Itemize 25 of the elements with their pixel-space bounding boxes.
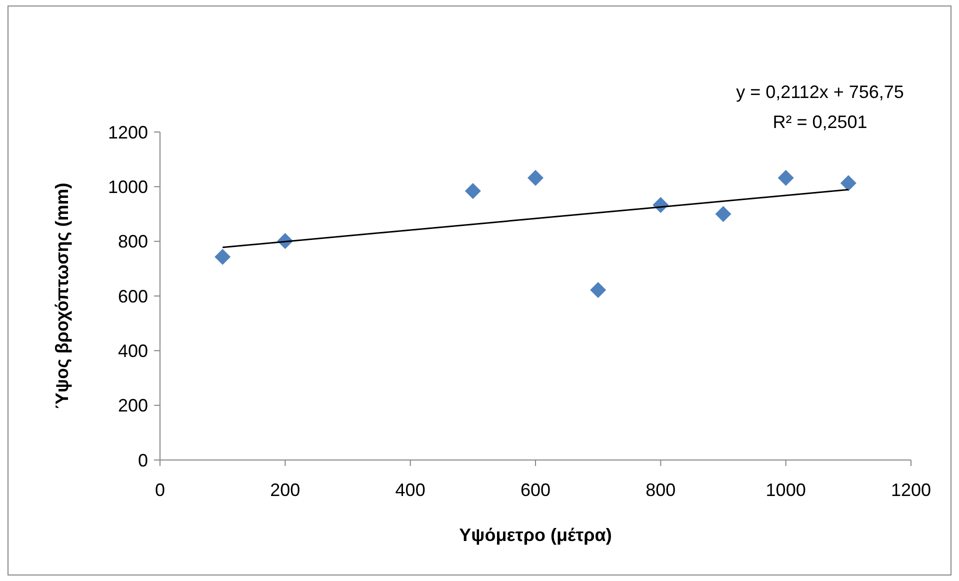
text: y = 0,2112x + 756,75: [736, 82, 904, 102]
point: [778, 170, 794, 186]
y-tick-label: 200: [118, 396, 148, 416]
x-tick-label: 0: [154, 480, 166, 500]
y-tick-label: 1200: [108, 122, 148, 142]
point: [590, 282, 606, 298]
point: [528, 170, 544, 186]
point: [464, 183, 481, 200]
point: [715, 206, 732, 222]
y-tick-label: 0: [138, 450, 148, 470]
y-tick-label: 800: [118, 232, 148, 252]
y-axis-title: Ύψος βροχόπτωσης (mm): [52, 182, 72, 410]
x-tick-label: 1200: [890, 480, 932, 500]
x-tick-label: 800: [646, 480, 676, 500]
x-tick-label: 600: [520, 480, 551, 500]
x-tick-label: 400: [395, 480, 426, 500]
y-tick-label: 400: [118, 340, 148, 361]
annotation: R² = 0,2501: [772, 112, 868, 132]
x-axis-title: Υψόμετρο (μέτρα): [459, 525, 612, 545]
x-tick-label: 200: [270, 480, 300, 500]
point: [840, 175, 856, 192]
point: [214, 248, 231, 265]
y-tick-label: 1000: [108, 176, 148, 197]
x-tick-label: 1000: [766, 480, 806, 500]
y-tick-label: 600: [118, 286, 148, 306]
